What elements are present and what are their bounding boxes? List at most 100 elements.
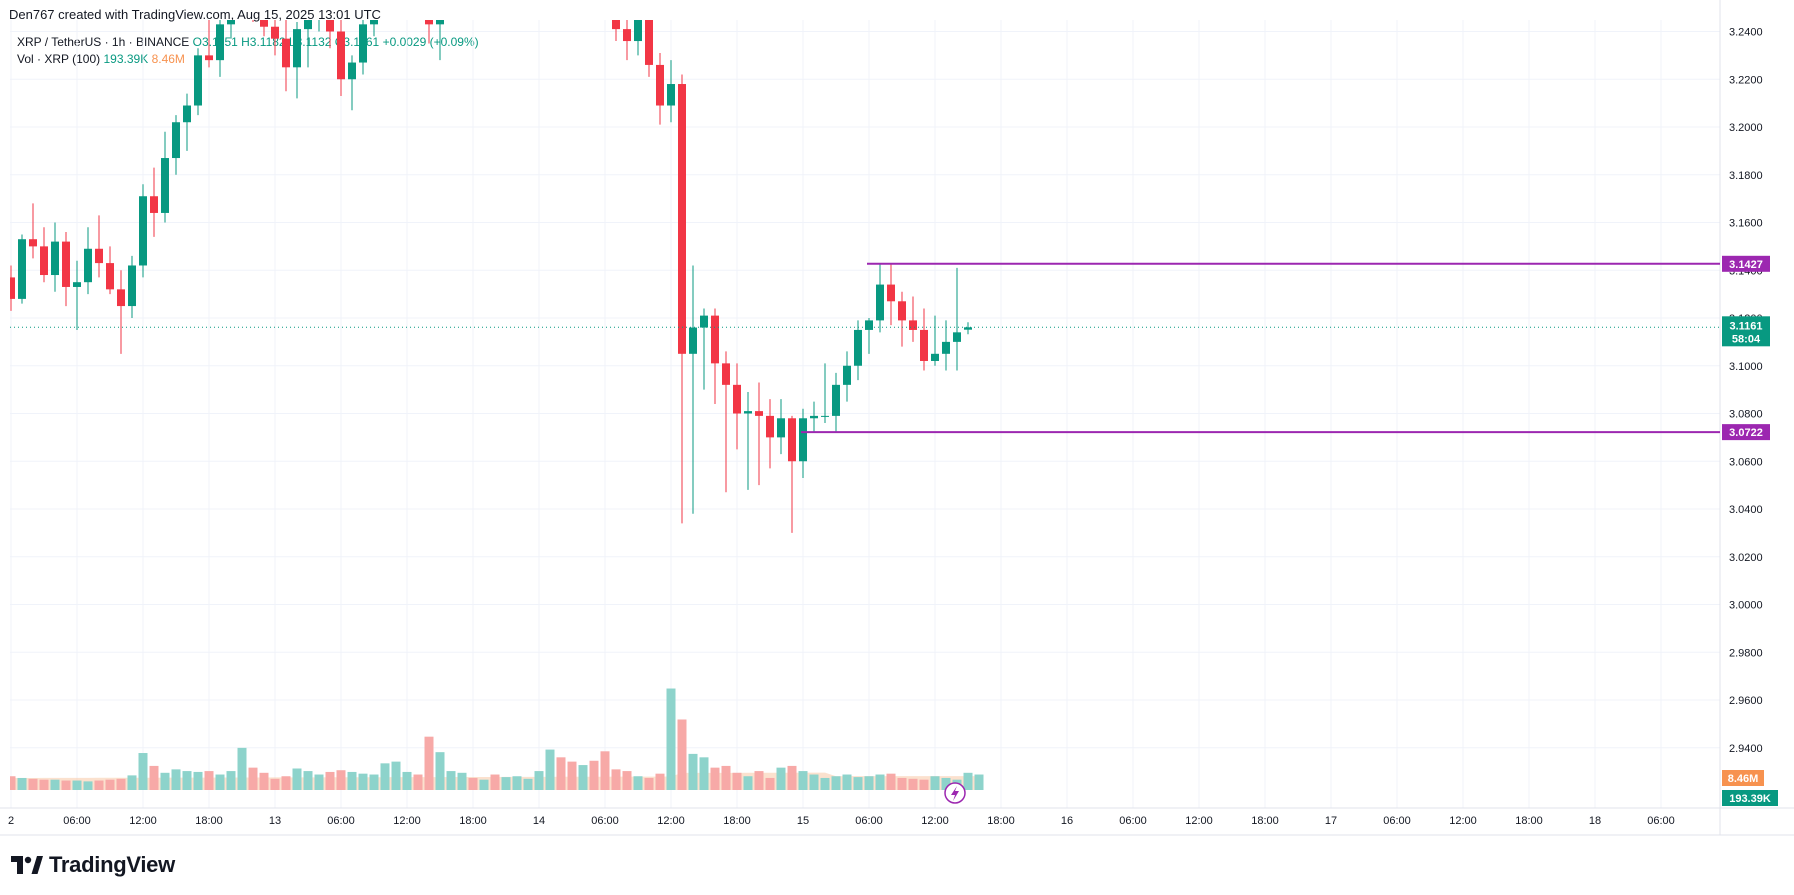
volume-bar	[391, 761, 401, 790]
candle-body	[260, 20, 268, 27]
volume-bar	[149, 765, 159, 790]
candle-body	[73, 282, 81, 287]
candle-body	[777, 418, 785, 438]
candle-body	[909, 320, 917, 330]
volume-bar	[644, 777, 654, 790]
last-price-badge	[1722, 316, 1770, 347]
volume-bar	[28, 778, 38, 790]
candle-body	[700, 315, 708, 328]
volume-bar	[666, 688, 676, 790]
time-tick-label: 13	[269, 815, 281, 827]
volume-ma-label: 8.46M	[1728, 773, 1759, 785]
time-tick-label: 06:00	[63, 815, 91, 827]
candle-body	[29, 239, 37, 247]
chart-credit: Den767 created with TradingView.com, Aug…	[9, 7, 381, 22]
candle-body	[744, 411, 752, 414]
countdown-label: 58:04	[1732, 333, 1761, 345]
price-tick-label: 2.9800	[1729, 647, 1763, 659]
candle-body	[843, 365, 851, 385]
volume-bar	[171, 769, 181, 790]
volume-bar	[358, 773, 368, 790]
volume-bar	[798, 771, 808, 790]
price-tick-label: 3.2200	[1729, 74, 1763, 86]
volume-label[interactable]: Vol · XRP (100)	[17, 52, 101, 66]
horizontal-lines[interactable]	[10, 262, 1720, 434]
time-tick-label: 2	[8, 815, 14, 827]
candle-body	[788, 418, 796, 462]
candle-body	[601, 0, 609, 5]
volume-bar	[325, 771, 335, 790]
volume-bar	[127, 775, 137, 790]
volume-label-badge: 193.39K	[1729, 793, 1771, 805]
volume-bars	[10, 688, 984, 790]
volume-bar	[105, 779, 115, 790]
volume-bar	[435, 752, 445, 790]
volume-bar	[270, 778, 280, 790]
price-tick-label: 3.1600	[1729, 218, 1763, 230]
time-tick-label: 06:00	[1383, 815, 1411, 827]
volume-bar	[512, 776, 522, 790]
candle-body	[931, 353, 939, 361]
volume-bar	[831, 776, 841, 790]
candle-body	[370, 20, 378, 25]
candle-body	[898, 301, 906, 321]
price-axis[interactable]: 3.24003.22003.20003.18003.16003.14003.12…	[1729, 27, 1763, 755]
volume-bar	[897, 777, 907, 790]
time-tick-label: 18:00	[459, 815, 487, 827]
time-tick-label: 18:00	[1515, 815, 1543, 827]
tradingview-logo[interactable]: TradingView	[11, 852, 175, 878]
volume-bar	[919, 779, 929, 790]
volume-ma-value: 8.46M	[151, 52, 185, 66]
time-tick-label: 12:00	[657, 815, 685, 827]
volume-bar	[930, 776, 940, 790]
candle-body	[436, 20, 444, 25]
candle-body	[689, 327, 697, 354]
time-tick-label: 06:00	[855, 815, 883, 827]
volume-bar	[809, 774, 819, 790]
time-tick-label: 12:00	[921, 815, 949, 827]
candle-body	[117, 289, 125, 307]
candle-body	[359, 24, 367, 63]
candle-body	[832, 384, 840, 416]
volume-bar	[413, 774, 423, 790]
volume-bar	[908, 778, 918, 790]
time-axis[interactable]: 2 06:00 12:00 18:00 13 06:00 12:00 18:00 14 06:00…	[8, 815, 1675, 827]
candle-body	[656, 64, 664, 106]
volume-bar	[182, 771, 192, 790]
price-tick-label: 2.9600	[1729, 695, 1763, 707]
candle-body	[51, 241, 59, 276]
candle-body	[865, 320, 873, 330]
time-tick-label: 14	[533, 815, 545, 827]
volume-ma-badge	[1722, 770, 1764, 786]
lightning-icon-bolt	[951, 786, 959, 801]
candle-body	[854, 329, 862, 366]
volume-bar	[314, 774, 324, 790]
volume-bar	[732, 772, 742, 790]
candle-body	[282, 38, 290, 68]
price-tick-label: 3.0600	[1729, 456, 1763, 468]
symbol-line[interactable]: XRP / TetherUS · 1h · BINANCE	[17, 35, 190, 49]
volume-legend: Vol · XRP (100) 193.39K 8.46M	[17, 52, 185, 66]
candle-body	[128, 265, 136, 307]
volume-bar	[765, 777, 775, 790]
volume-bar	[94, 780, 104, 790]
price-tick-label: 3.0200	[1729, 552, 1763, 564]
volume-bar	[226, 771, 236, 790]
price-tick-label: 3.0800	[1729, 409, 1763, 421]
candle-body	[964, 327, 972, 330]
candle-body	[887, 284, 895, 302]
candle-body	[62, 241, 70, 287]
volume-bar	[72, 780, 82, 790]
volume-badge	[1722, 790, 1778, 806]
time-tick-label: 06:00	[327, 815, 355, 827]
lightning-icon[interactable]	[944, 782, 966, 804]
volume-bar	[963, 772, 973, 790]
candle-body	[623, 29, 631, 42]
candle-body	[95, 248, 103, 264]
candle-body	[40, 246, 48, 276]
candle-body	[645, 20, 653, 65]
horizontal-line-badge	[1722, 255, 1770, 272]
price-tick-label: 3.0400	[1729, 504, 1763, 516]
volume-bar	[204, 771, 214, 790]
